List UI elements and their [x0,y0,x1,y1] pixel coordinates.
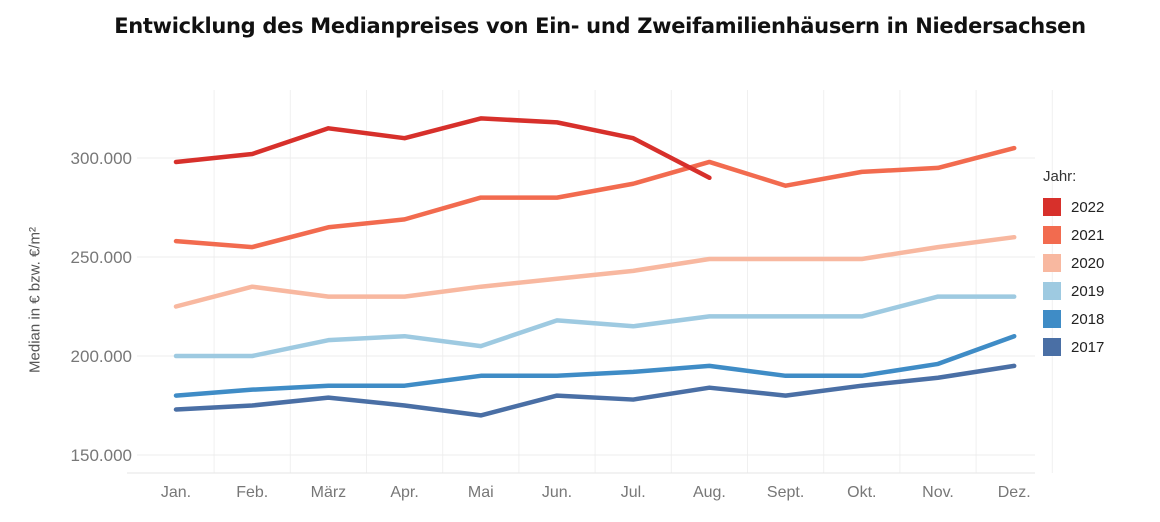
x-tick-label: Apr. [390,484,418,501]
legend: Jahr: 2022 2021 2020 2019 2018 2017 [1043,168,1104,361]
legend-item-2018: 2018 [1043,305,1104,333]
x-tick-label: März [311,484,347,501]
y-tick-label: 150.000 [71,446,132,465]
x-tick-label: Okt. [847,484,876,501]
x-tick-label: Nov. [922,484,954,501]
legend-swatch [1043,310,1061,328]
y-tick-label: 200.000 [71,347,132,366]
y-tick-label: 250.000 [71,248,132,267]
series-line-2022 [173,116,712,181]
legend-label: 2020 [1071,254,1105,272]
series-line-2021 [173,145,1017,250]
legend-item-2017: 2017 [1043,333,1104,361]
legend-swatch [1043,226,1061,244]
legend-swatch [1043,338,1061,356]
legend-item-2019: 2019 [1043,277,1104,305]
legend-label: 2022 [1071,198,1105,216]
legend-label: 2021 [1071,226,1105,244]
x-tick-label: Jan. [161,484,191,501]
legend-swatch [1043,198,1061,216]
legend-item-2022: 2022 [1043,193,1104,221]
legend-item-2020: 2020 [1043,249,1104,277]
legend-swatch [1043,254,1061,272]
legend-swatch [1043,282,1061,300]
chart-title: Entwicklung des Medianpreises von Ein- u… [114,14,1086,38]
y-tick-label: 300.000 [71,149,132,168]
x-tick-label: Feb. [236,484,268,501]
x-tick-label: Dez. [998,484,1031,501]
legend-label: 2018 [1071,310,1105,328]
x-tick-label: Sept. [767,484,804,501]
series-line-2018 [173,333,1017,398]
x-tick-label: Aug. [693,484,726,501]
legend-label: 2017 [1071,338,1105,356]
legend-item-2021: 2021 [1043,221,1104,249]
series-line-2017 [173,363,1017,418]
series-line-2020 [173,234,1017,309]
x-tick-label: Jun. [542,484,572,501]
x-tick-label: Mai [468,484,494,501]
legend-title: Jahr: [1043,168,1077,185]
x-tick-label: Jul. [621,484,646,501]
series-line-2019 [173,294,1017,359]
legend-label: 2019 [1071,282,1105,300]
